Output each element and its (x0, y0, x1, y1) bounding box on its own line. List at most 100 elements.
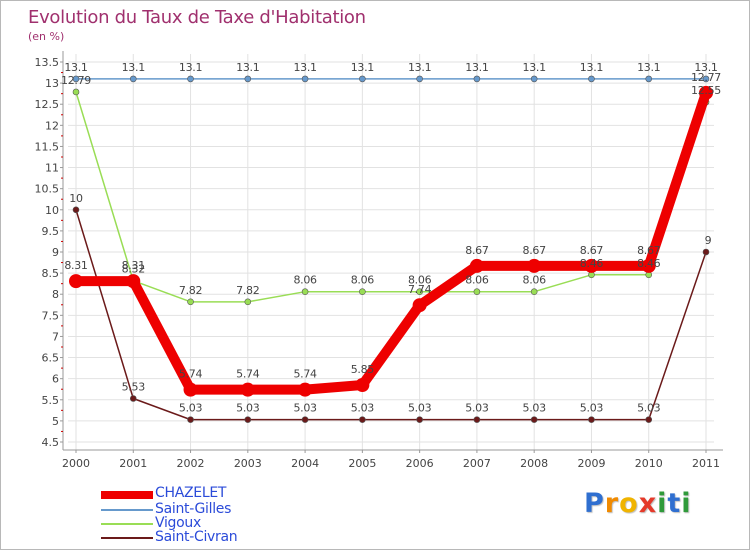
data-label: 5.03 (351, 402, 375, 415)
data-label: 13.1 (64, 61, 87, 74)
data-point-vigoux (301, 288, 309, 295)
legend-label-chazelet: CHAZELET (155, 485, 227, 501)
legend-swatch-saint-gilles (101, 509, 153, 511)
y-tick-label: 5 (52, 415, 59, 428)
data-label: 12.77 (691, 71, 721, 84)
data-point-chazelet (584, 258, 599, 273)
logo-letter: P (584, 488, 605, 519)
y-tick-label: 9 (52, 246, 59, 259)
x-tick-label: 2008 (520, 457, 548, 470)
data-label: 10 (69, 192, 83, 205)
y-tick-label: 7 (52, 330, 59, 343)
data-point-saint-civran (187, 416, 194, 423)
logo-letter: i (657, 488, 668, 519)
data-label: 9 (705, 234, 712, 247)
data-point-saint-gilles (702, 75, 710, 83)
data-point-saint-gilles (301, 75, 309, 83)
data-label: 13.1 (408, 61, 431, 74)
data-point-chazelet (527, 258, 542, 273)
series-line-vigoux (75, 91, 707, 303)
data-point-saint-gilles (129, 75, 137, 83)
data-point-vigoux (359, 288, 366, 295)
x-tick-label: 2003 (234, 457, 262, 470)
data-label: 7.74 (408, 283, 432, 296)
data-point-saint-gilles (530, 75, 538, 83)
data-label: 7.82 (179, 284, 202, 297)
series-line-saint-civran (75, 209, 707, 421)
data-point-chazelet (183, 382, 198, 397)
data-label: 13.1 (293, 61, 316, 74)
y-tick-label: 13.5 (35, 56, 60, 69)
legend-item-saint-civran: Saint-Civran (101, 529, 341, 546)
data-label: 8.46 (580, 257, 604, 270)
x-tick-label: 2006 (406, 457, 434, 470)
data-label: 8.06 (293, 274, 317, 287)
data-point-saint-gilles (588, 75, 595, 83)
data-label: 5.03 (293, 402, 317, 415)
data-point-saint-gilles (473, 75, 481, 83)
data-point-vigoux (416, 288, 423, 295)
x-tick-label: 2009 (577, 457, 605, 470)
x-tick-label: 2000 (62, 457, 90, 470)
data-label: 5.74 (236, 368, 260, 381)
x-tick-label: 2001 (119, 457, 147, 470)
logo-letter: o (619, 488, 639, 519)
series-line-chazelet (71, 87, 711, 395)
logo-letter: t (667, 488, 682, 519)
data-point-saint-gilles (416, 75, 423, 83)
data-label: 12.79 (61, 74, 91, 87)
y-tick-label: 6 (52, 373, 59, 386)
data-label: 8.67 (523, 244, 547, 257)
data-label: 12.55 (691, 84, 721, 97)
data-point-chazelet (641, 258, 656, 273)
data-label: 8.06 (523, 274, 547, 287)
chart-title: Evolution du Taux de Taxe d'Habitation (28, 7, 366, 28)
logo-letter: x (638, 488, 658, 519)
y-tick-label: 11.5 (35, 140, 60, 153)
data-point-saint-gilles (244, 75, 252, 83)
data-label: 8.67 (637, 244, 661, 257)
y-tick-label: 8.5 (42, 267, 60, 280)
data-point-vigoux (473, 288, 481, 295)
data-label: 8.46 (637, 257, 661, 270)
logo-letter: i (681, 488, 692, 519)
data-point-chazelet (469, 258, 484, 273)
y-tick-label: 7.5 (42, 309, 60, 322)
data-label: 5.03 (179, 402, 203, 415)
y-tick-label: 6.5 (42, 352, 60, 365)
data-point-saint-civran (244, 416, 252, 423)
data-point-saint-civran (473, 416, 481, 423)
y-tick-label: 12 (45, 119, 59, 132)
data-label: 8.06 (351, 274, 375, 287)
data-point-saint-civran (129, 395, 137, 402)
y-tick-label: 10.5 (35, 183, 60, 196)
data-point-saint-gilles (72, 75, 80, 83)
data-label: 8.06 (408, 274, 432, 287)
data-point-chazelet (699, 85, 713, 100)
data-point-saint-civran (416, 416, 423, 423)
data-point-chazelet (412, 298, 427, 313)
y-tick-label: 4.5 (42, 436, 60, 449)
x-tick-label: 2002 (177, 457, 205, 470)
data-point-vigoux (244, 298, 252, 306)
data-label: 5.03 (465, 402, 489, 415)
data-point-saint-civran (645, 416, 653, 423)
data-label: 5.74 (179, 368, 203, 381)
data-label: 5.03 (637, 402, 661, 415)
legend-item-chazelet: CHAZELET (101, 485, 341, 502)
data-label: 13.1 (179, 61, 202, 74)
data-point-chazelet (355, 378, 370, 392)
data-label: 13.1 (465, 61, 488, 74)
data-label: 13.1 (236, 61, 259, 74)
data-point-saint-civran (702, 248, 710, 256)
data-point-chazelet (69, 274, 83, 289)
data-label: 5.74 (293, 368, 317, 381)
data-label: 5.53 (122, 381, 146, 394)
y-tick-label: 10 (45, 204, 59, 217)
data-point-saint-gilles (359, 75, 366, 83)
y-tick-label: 11 (45, 162, 59, 175)
y-tick-label: 8 (52, 288, 59, 301)
data-label: 13.1 (694, 61, 717, 74)
data-label: 5.03 (408, 402, 432, 415)
data-point-saint-civran (530, 416, 538, 423)
